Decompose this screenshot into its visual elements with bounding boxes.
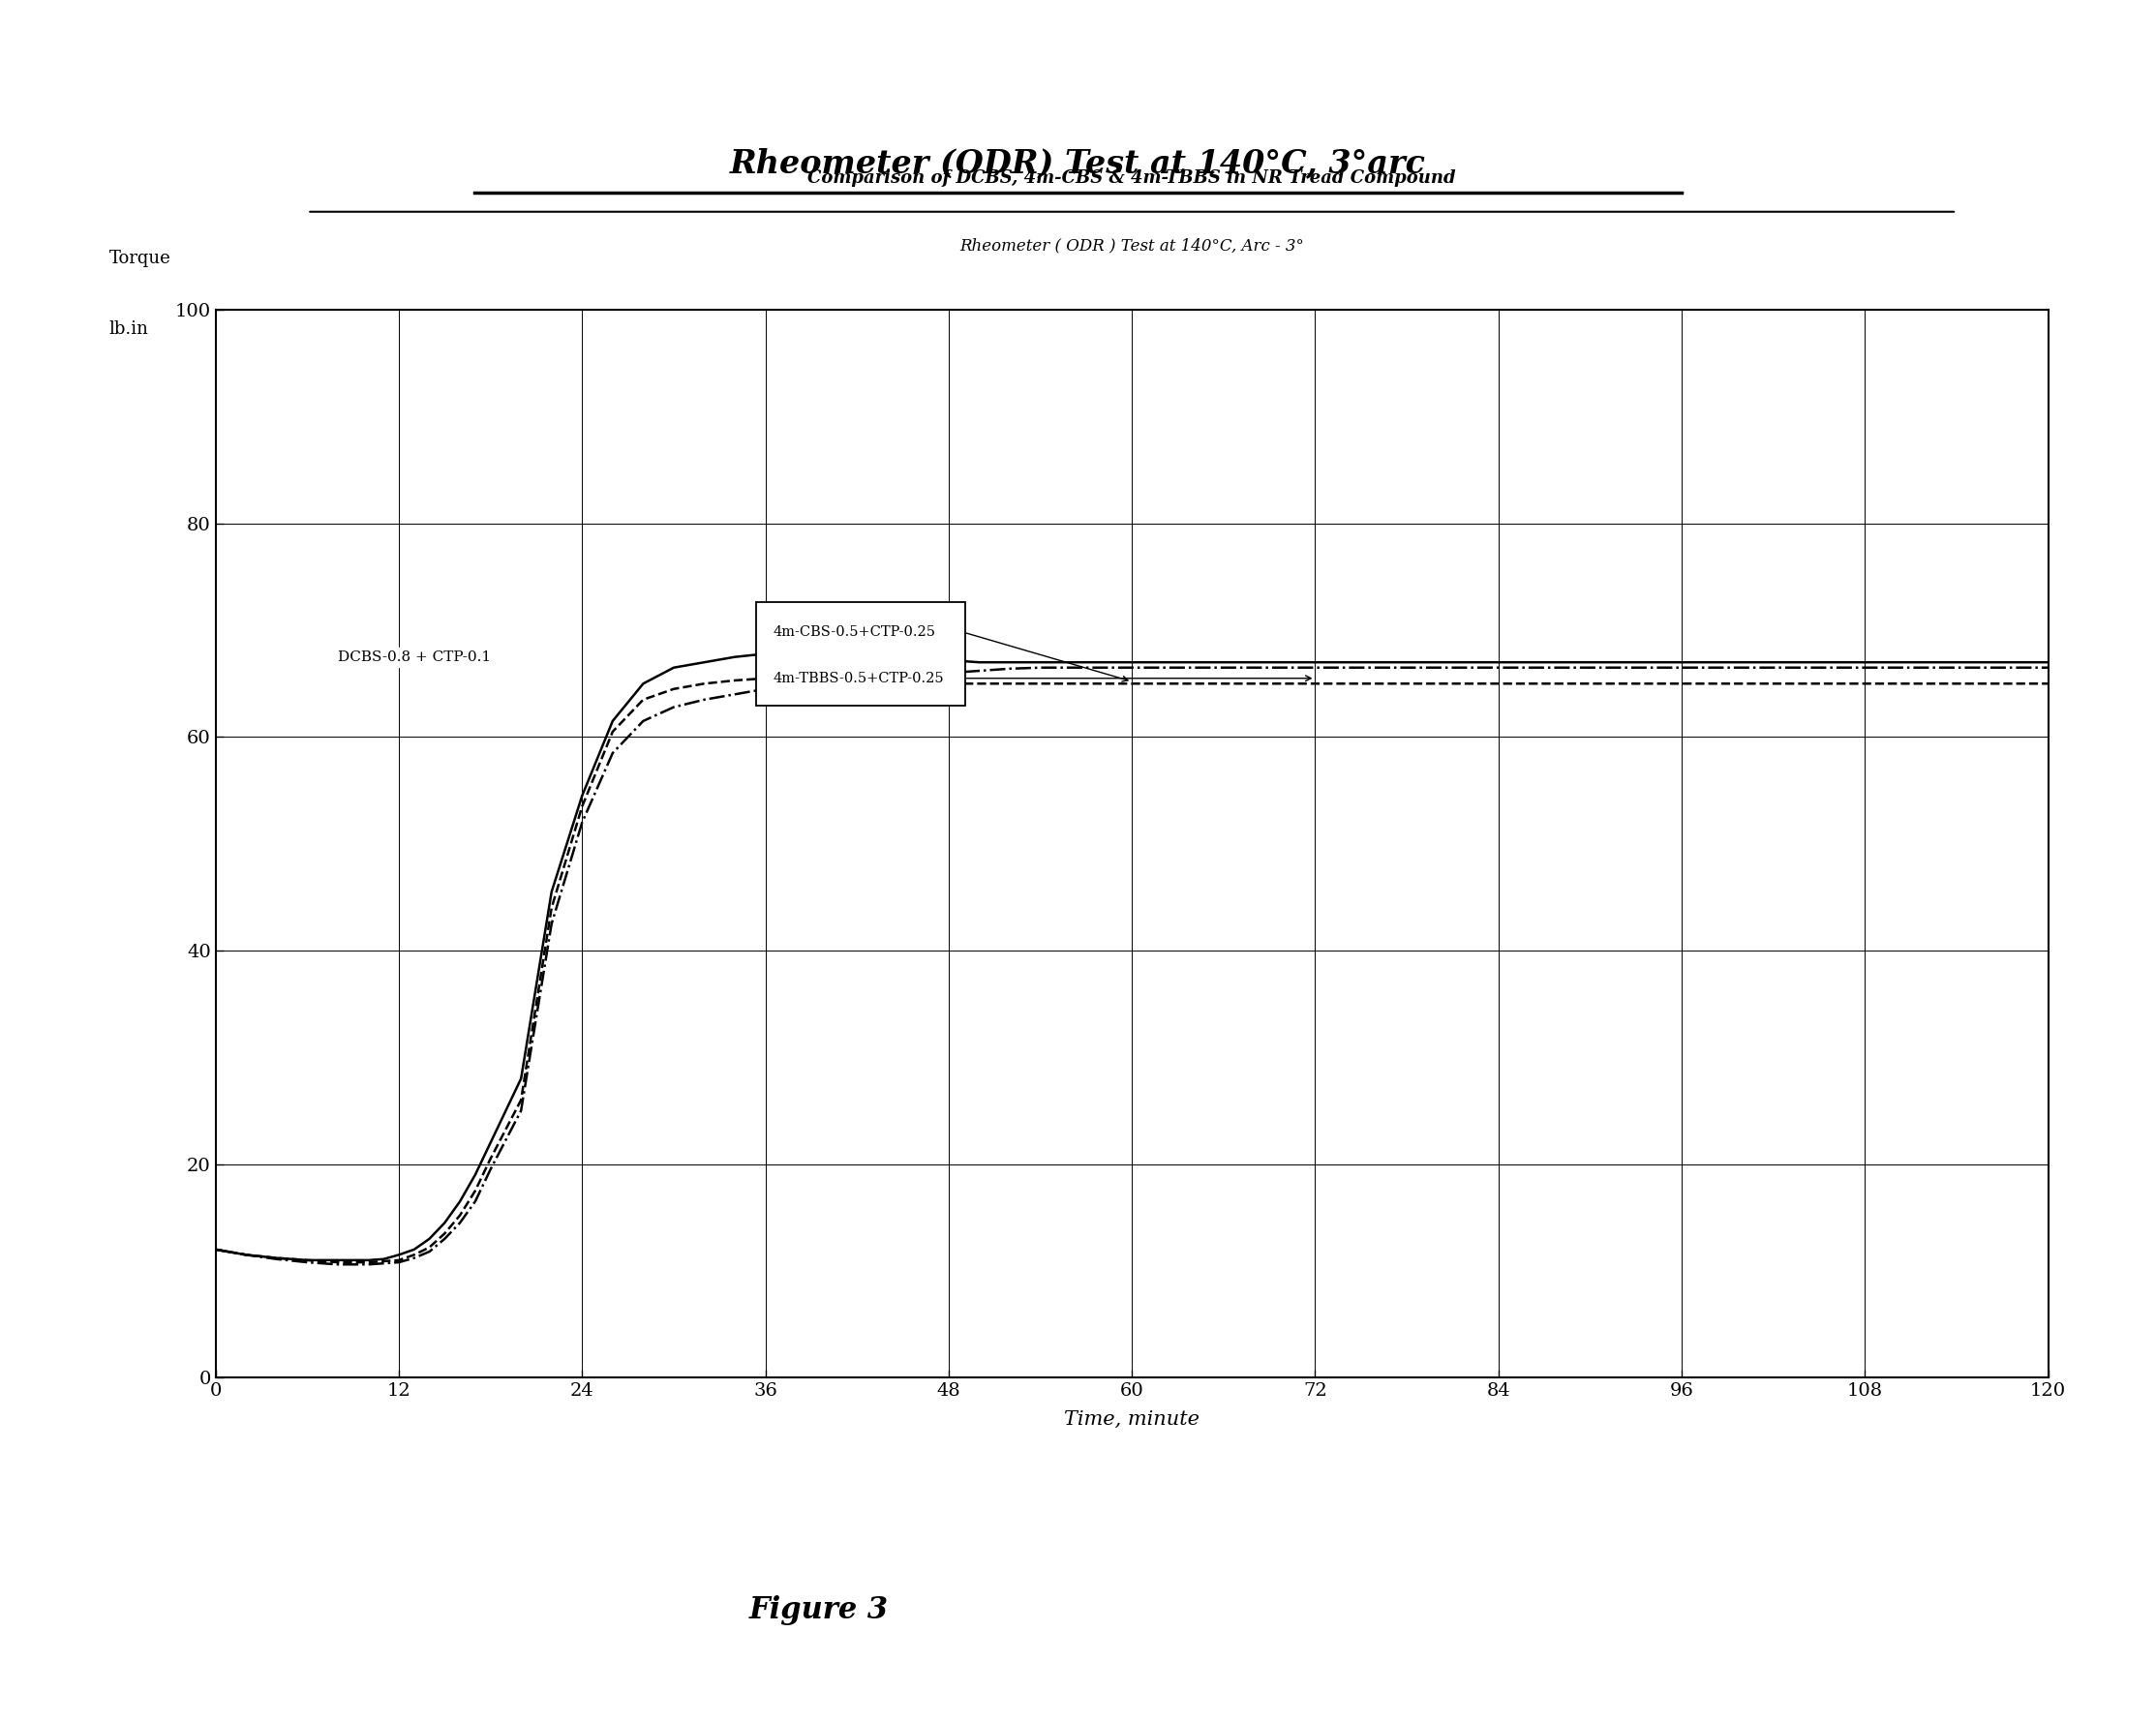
Text: Figure 3: Figure 3 bbox=[750, 1595, 888, 1626]
FancyBboxPatch shape bbox=[757, 603, 966, 706]
Text: Rheometer ( ODR ) Test at 140°C, Arc - 3°: Rheometer ( ODR ) Test at 140°C, Arc - 3… bbox=[959, 238, 1304, 255]
Text: Rheometer (ODR) Test at 140°C, 3°arc: Rheometer (ODR) Test at 140°C, 3°arc bbox=[731, 148, 1425, 179]
Text: Comparison of DCBS, 4m-CBS & 4m-TBBS in NR Tread Compound: Comparison of DCBS, 4m-CBS & 4m-TBBS in … bbox=[808, 170, 1455, 188]
Text: lb.in: lb.in bbox=[110, 320, 149, 338]
Text: 4m-CBS-0.5+CTP-0.25: 4m-CBS-0.5+CTP-0.25 bbox=[774, 625, 936, 639]
X-axis label: Time, minute: Time, minute bbox=[1065, 1410, 1199, 1429]
Text: 4m-TBBS-0.5+CTP-0.25: 4m-TBBS-0.5+CTP-0.25 bbox=[774, 672, 944, 685]
Text: Torque: Torque bbox=[110, 250, 170, 267]
Text: DCBS-0.8 + CTP-0.1: DCBS-0.8 + CTP-0.1 bbox=[338, 651, 492, 663]
